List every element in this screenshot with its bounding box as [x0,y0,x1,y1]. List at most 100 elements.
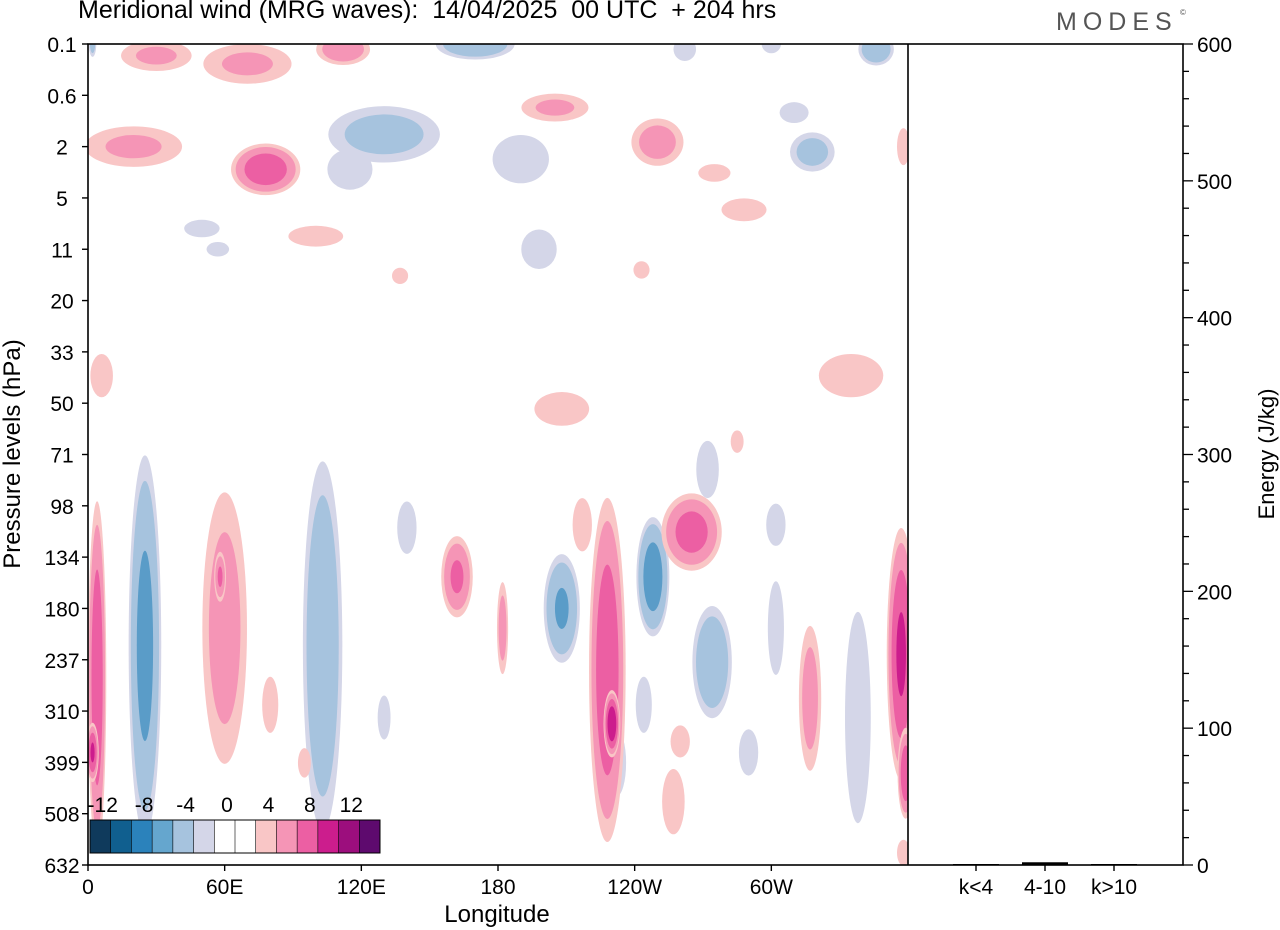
colorbar-swatch [152,820,174,853]
northward-wind-contour [221,52,273,76]
southward-wind-contour [845,611,871,824]
southward-wind-contour [738,729,759,776]
northward-wind-contour [105,134,162,159]
southward-wind-contour [696,616,729,708]
y-tick-label: 0.6 [47,85,76,108]
colorbar-swatch [255,820,277,853]
wind-field [88,44,908,865]
modes-logo: MODES [1056,8,1178,36]
northward-wind-contour [633,261,650,279]
y-tick-label: 50 [50,393,73,416]
colorbar-label: 4 [263,794,275,817]
northward-wind-contour [698,164,731,182]
northward-wind-contour [535,99,575,116]
x-tick-label: 120E [337,876,386,899]
chart-title: Meridional wind (MRG waves): 14/04/2025 … [78,0,777,24]
northward-wind-contour [534,392,590,426]
y-tick-label: 237 [44,650,79,673]
colorbar: -12 -8 -4 0 4 8 12 [88,794,381,854]
northward-wind-contour [498,595,507,661]
northward-wind-contour [450,560,464,594]
northward-wind-contour [297,748,311,778]
colorbar-swatch [338,820,360,853]
energy-tick-label: 200 [1197,581,1232,604]
energy-tick-label: 500 [1197,171,1232,194]
x-axis-label: Longitude [444,901,549,928]
northward-wind-contour [90,354,113,398]
northward-wind-contour [90,742,95,763]
northward-wind-contour [262,676,279,733]
southward-wind-contour [377,695,391,740]
southward-wind-contour [796,138,829,166]
energy-tick-label: 100 [1197,718,1232,741]
southward-wind-contour [696,440,719,499]
energy-category-label: k<4 [959,876,994,899]
x-tick-label: 60E [206,876,243,899]
southward-wind-contour [635,676,652,733]
y-tick-label: 71 [50,445,73,468]
northward-wind-contour [639,125,676,159]
axes: 0.1 0.6 2 5 11 20 33 50 71 98 134 180 237 310 399 508 63… [0,34,1184,928]
southward-wind-contour [779,102,809,124]
southward-wind-contour [344,114,424,155]
southward-wind-contour [554,587,569,629]
colorbar-swatch [193,820,215,853]
northward-wind-contour [896,612,906,697]
colorbar-swatch [172,820,195,853]
y-tick-label: 508 [44,804,79,827]
x-tick-label: 180 [480,876,515,899]
energy-panel: 0 100 200 300 400 500 600 Energy (J/kg) k<4 4-10 k… [953,34,1279,899]
colorbar-label: -8 [135,794,154,817]
southward-wind-contour [492,134,549,184]
northward-wind-contour [662,768,685,835]
logo-copyright-mark: © [1180,8,1186,17]
colorbar-swatch [110,820,132,853]
y-tick-label: 11 [51,239,73,262]
southward-wind-contour [306,495,339,797]
colorbar-swatch [297,820,319,853]
northward-wind-contour [897,128,908,166]
southward-wind-contour [521,229,557,270]
y-tick-label: 134 [44,547,79,570]
colorbar-label: 8 [304,794,316,817]
y-tick-label: 2 [56,137,68,160]
energy-tick-label: 600 [1197,34,1232,57]
colorbar-label: -4 [176,794,195,817]
northward-wind-contour [900,745,908,802]
colorbar-swatch [317,820,340,853]
southward-wind-contour [443,44,508,57]
southward-wind-contour [673,44,697,61]
y-tick-label: 98 [50,496,73,519]
colorbar-swatch [131,820,153,853]
colorbar-swatch [90,820,112,853]
energy-tick-label: 400 [1197,308,1232,331]
southward-wind-contour [397,501,417,554]
northward-wind-contour [135,46,177,65]
y-tick-label: 180 [44,598,79,621]
energy-category-label: k>10 [1091,876,1137,899]
northward-wind-contour [288,225,344,247]
southward-wind-contour [766,503,786,546]
energy-tick-label: 300 [1197,445,1232,468]
colorbar-swatch [214,820,236,853]
northward-wind-contour [897,839,908,865]
southward-wind-contour [184,219,220,238]
southward-wind-contour [89,44,96,54]
x-tick-label: 60W [750,876,793,899]
y-tick-label: 33 [50,342,73,365]
colorbar-swatch [276,820,298,853]
y-tick-label: 632 [44,855,79,878]
southward-wind-contour [767,581,784,675]
colorbar-swatch [235,820,257,853]
colorbar-label: 0 [221,794,233,817]
northward-wind-contour [322,44,364,62]
y-tick-label: 399 [44,752,79,775]
energy-axis-label: Energy (J/kg) [1254,389,1279,520]
y-tick-label: 20 [50,291,73,314]
x-tick-label: 120W [607,876,662,899]
energy-bar [953,864,999,865]
northward-wind-contour [721,198,767,222]
northward-wind-contour [818,354,884,398]
y-tick-label: 5 [56,188,68,211]
